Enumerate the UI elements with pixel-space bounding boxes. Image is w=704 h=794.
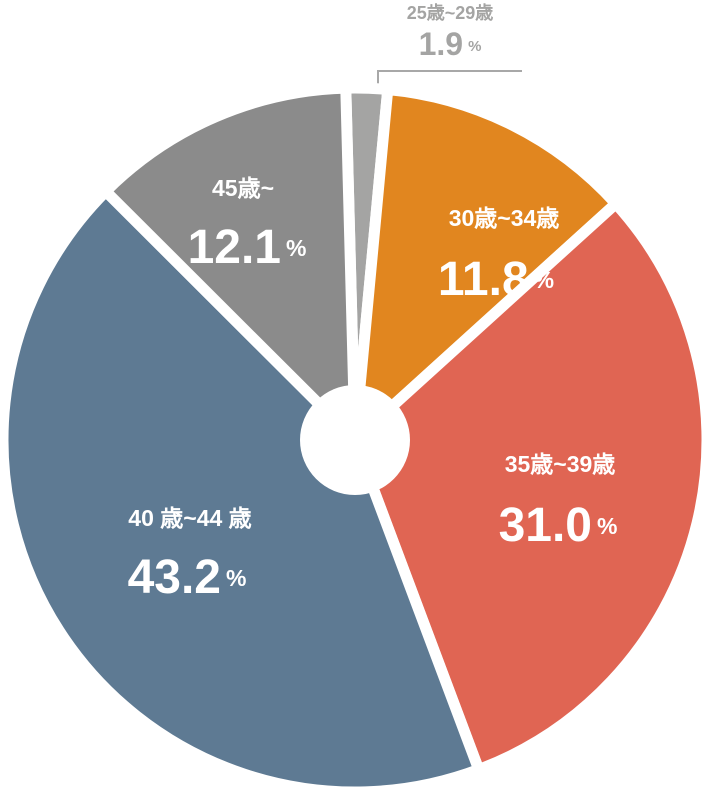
pie-slice	[348, 83, 624, 454]
value-unit: %	[226, 565, 246, 591]
value-label: 12.1%	[188, 221, 307, 274]
value-number: 1.9	[419, 26, 463, 62]
value-unit: %	[468, 38, 481, 55]
pie-slice	[0, 183, 486, 794]
value-label: 31.0%	[499, 499, 618, 552]
pie-slice	[98, 82, 361, 454]
value-label: 11.8%	[438, 253, 554, 306]
value-label: 1.9%	[419, 26, 482, 62]
slice-label: 35歳~39歳	[505, 451, 616, 477]
value-number: 43.2	[128, 551, 221, 604]
slice-label: 40 歳~44 歳	[128, 505, 251, 531]
value-number: 11.8	[438, 253, 529, 306]
value-unit: %	[286, 235, 306, 261]
value-unit: %	[597, 513, 617, 539]
slice-label: 30歳~34歳	[449, 205, 560, 231]
pie-slice	[348, 195, 704, 777]
value-number: 12.1	[188, 221, 281, 274]
center-hole	[300, 385, 410, 495]
value-label: 43.2%	[128, 551, 247, 604]
slice-label: 25歳~29歳	[407, 3, 494, 23]
value-unit: %	[534, 267, 554, 293]
slice-label: 45歳~	[212, 175, 274, 201]
value-number: 31.0	[499, 499, 592, 552]
